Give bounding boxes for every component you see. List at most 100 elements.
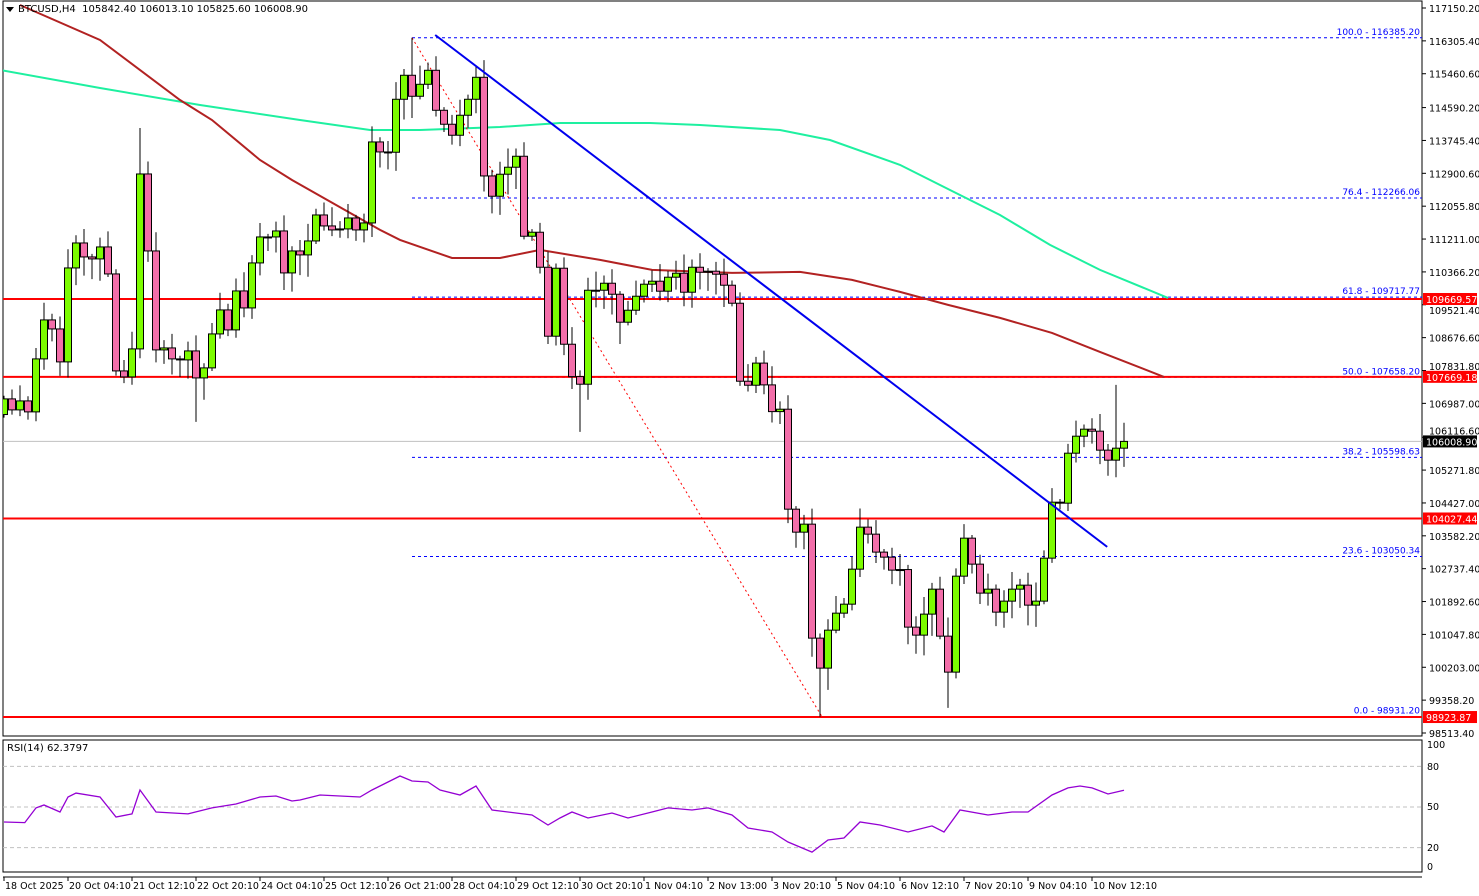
candle[interactable] [640, 279, 648, 303]
candle[interactable] [88, 253, 96, 280]
candle[interactable] [536, 222, 544, 274]
candle[interactable] [576, 370, 584, 432]
candle[interactable] [264, 233, 272, 251]
candle[interactable] [1096, 414, 1104, 465]
candle[interactable] [1040, 550, 1048, 605]
candle[interactable] [16, 385, 24, 417]
candle[interactable] [80, 228, 88, 276]
candle[interactable] [392, 82, 400, 171]
candle[interactable] [896, 553, 904, 586]
candle[interactable] [288, 246, 296, 292]
candle[interactable] [40, 302, 48, 370]
candle[interactable] [760, 350, 768, 395]
candle[interactable] [384, 141, 392, 170]
candle[interactable] [704, 268, 712, 291]
candle[interactable] [736, 292, 744, 386]
candle[interactable] [968, 535, 976, 574]
candle[interactable] [560, 257, 568, 356]
candle[interactable] [888, 547, 896, 585]
candle[interactable] [448, 114, 456, 145]
candle[interactable] [176, 355, 184, 378]
candle[interactable] [744, 364, 752, 392]
candle[interactable] [128, 331, 136, 385]
candle[interactable] [1032, 582, 1040, 627]
candle[interactable] [1088, 418, 1096, 444]
candle[interactable] [8, 389, 16, 415]
candle[interactable] [424, 62, 432, 89]
candle[interactable] [400, 69, 408, 120]
candle[interactable] [776, 401, 784, 425]
candle[interactable] [352, 214, 360, 241]
candle[interactable] [584, 277, 592, 400]
candle[interactable] [616, 291, 624, 345]
candle[interactable] [104, 231, 112, 278]
candle[interactable] [216, 292, 224, 339]
candle[interactable] [432, 56, 440, 117]
candle[interactable] [168, 333, 176, 375]
candle[interactable] [1008, 572, 1016, 619]
candle[interactable] [976, 554, 984, 605]
candle[interactable] [144, 161, 152, 262]
candle[interactable] [544, 251, 552, 345]
candle[interactable] [280, 215, 288, 291]
candle[interactable] [416, 65, 424, 100]
candle[interactable] [872, 520, 880, 564]
candle[interactable] [1072, 420, 1080, 463]
candle[interactable] [96, 237, 104, 281]
fib-diagonal-line[interactable] [411, 37, 823, 718]
candle[interactable] [568, 327, 576, 390]
candle[interactable] [792, 506, 800, 548]
candle[interactable] [408, 37, 416, 119]
candle[interactable] [1056, 499, 1064, 510]
candle[interactable] [480, 60, 488, 192]
candle[interactable] [504, 148, 512, 195]
candle[interactable] [672, 260, 680, 290]
candle[interactable] [200, 363, 208, 400]
candle[interactable] [608, 269, 616, 315]
candle[interactable] [1080, 424, 1088, 448]
descending-trendline[interactable] [434, 34, 1108, 548]
candle[interactable] [160, 340, 168, 364]
candle[interactable] [552, 263, 560, 346]
candle[interactable] [688, 259, 696, 308]
candle[interactable] [656, 264, 664, 301]
candle[interactable] [336, 221, 344, 238]
candle[interactable] [944, 617, 952, 708]
candle[interactable] [472, 66, 480, 114]
candle[interactable] [1064, 443, 1072, 511]
candle[interactable] [1000, 590, 1008, 628]
candle[interactable] [664, 270, 672, 303]
candle[interactable] [632, 280, 640, 315]
candle[interactable] [32, 348, 40, 422]
candle[interactable] [1120, 422, 1128, 467]
candle[interactable] [720, 258, 728, 308]
candle[interactable] [864, 519, 872, 544]
candle[interactable] [224, 303, 232, 337]
candle[interactable] [512, 148, 520, 190]
candle[interactable] [320, 202, 328, 231]
candle[interactable] [592, 271, 600, 308]
candle[interactable] [800, 514, 808, 550]
candle[interactable] [24, 396, 32, 420]
candle[interactable] [1112, 384, 1120, 478]
candle[interactable] [120, 360, 128, 384]
candle[interactable] [520, 142, 528, 240]
candle[interactable] [936, 576, 944, 640]
candle[interactable] [48, 313, 56, 342]
candle[interactable] [232, 278, 240, 338]
candle[interactable] [440, 107, 448, 133]
candle[interactable] [192, 335, 200, 422]
candle[interactable] [464, 94, 472, 128]
candle[interactable] [784, 395, 792, 524]
candle[interactable] [488, 169, 496, 214]
candle[interactable] [328, 207, 336, 237]
candle[interactable] [904, 564, 912, 645]
candle[interactable] [296, 240, 304, 276]
candle[interactable] [304, 223, 312, 277]
candle[interactable] [72, 235, 80, 286]
candle[interactable] [1016, 578, 1024, 608]
candle[interactable] [152, 232, 160, 363]
candle[interactable] [600, 275, 608, 309]
candle[interactable] [312, 208, 320, 245]
candle[interactable] [240, 272, 248, 318]
